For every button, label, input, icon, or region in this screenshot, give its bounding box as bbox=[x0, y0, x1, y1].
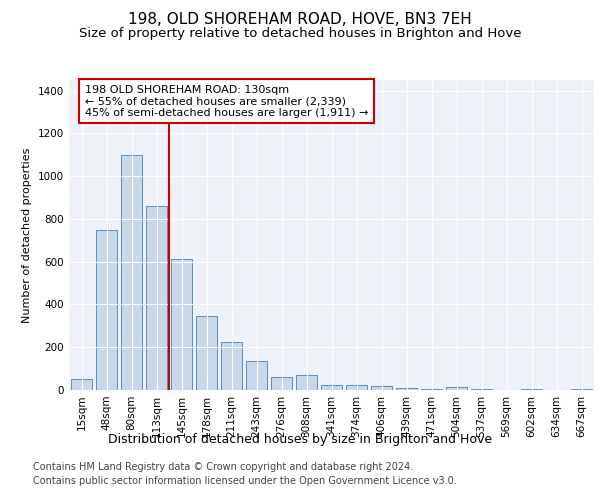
Bar bbox=[171, 258, 192, 390]
Text: Contains public sector information licensed under the Open Government Licence v3: Contains public sector information licen… bbox=[33, 476, 457, 486]
Text: Distribution of detached houses by size in Brighton and Hove: Distribution of detached houses by size … bbox=[108, 432, 492, 446]
Bar bbox=[296, 375, 317, 390]
Bar bbox=[421, 389, 442, 390]
Bar bbox=[571, 389, 592, 390]
Bar bbox=[521, 389, 542, 390]
Bar bbox=[96, 230, 117, 390]
Text: Contains HM Land Registry data © Crown copyright and database right 2024.: Contains HM Land Registry data © Crown c… bbox=[33, 462, 413, 472]
Y-axis label: Number of detached properties: Number of detached properties bbox=[22, 148, 32, 322]
Bar bbox=[146, 206, 167, 390]
Bar bbox=[196, 316, 217, 390]
Bar bbox=[321, 384, 342, 390]
Text: 198 OLD SHOREHAM ROAD: 130sqm
← 55% of detached houses are smaller (2,339)
45% o: 198 OLD SHOREHAM ROAD: 130sqm ← 55% of d… bbox=[85, 84, 368, 118]
Bar bbox=[396, 388, 417, 390]
Bar bbox=[271, 377, 292, 390]
Bar bbox=[71, 380, 92, 390]
Text: Size of property relative to detached houses in Brighton and Hove: Size of property relative to detached ho… bbox=[79, 28, 521, 40]
Bar bbox=[346, 384, 367, 390]
Bar bbox=[121, 155, 142, 390]
Bar bbox=[471, 389, 492, 390]
Bar bbox=[246, 361, 267, 390]
Bar bbox=[371, 386, 392, 390]
Text: 198, OLD SHOREHAM ROAD, HOVE, BN3 7EH: 198, OLD SHOREHAM ROAD, HOVE, BN3 7EH bbox=[128, 12, 472, 28]
Bar bbox=[446, 388, 467, 390]
Bar bbox=[221, 342, 242, 390]
